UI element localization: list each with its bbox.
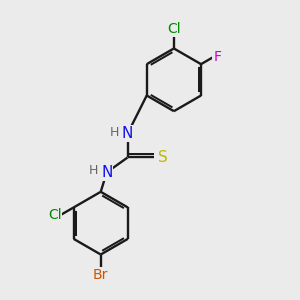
Text: Cl: Cl: [167, 22, 181, 36]
Text: Cl: Cl: [48, 208, 62, 222]
Text: H: H: [88, 164, 98, 177]
Text: N: N: [122, 126, 133, 141]
Text: H: H: [110, 126, 119, 139]
Text: N: N: [101, 165, 112, 180]
Text: Br: Br: [93, 268, 108, 282]
Text: S: S: [158, 150, 167, 165]
Text: F: F: [213, 50, 221, 64]
